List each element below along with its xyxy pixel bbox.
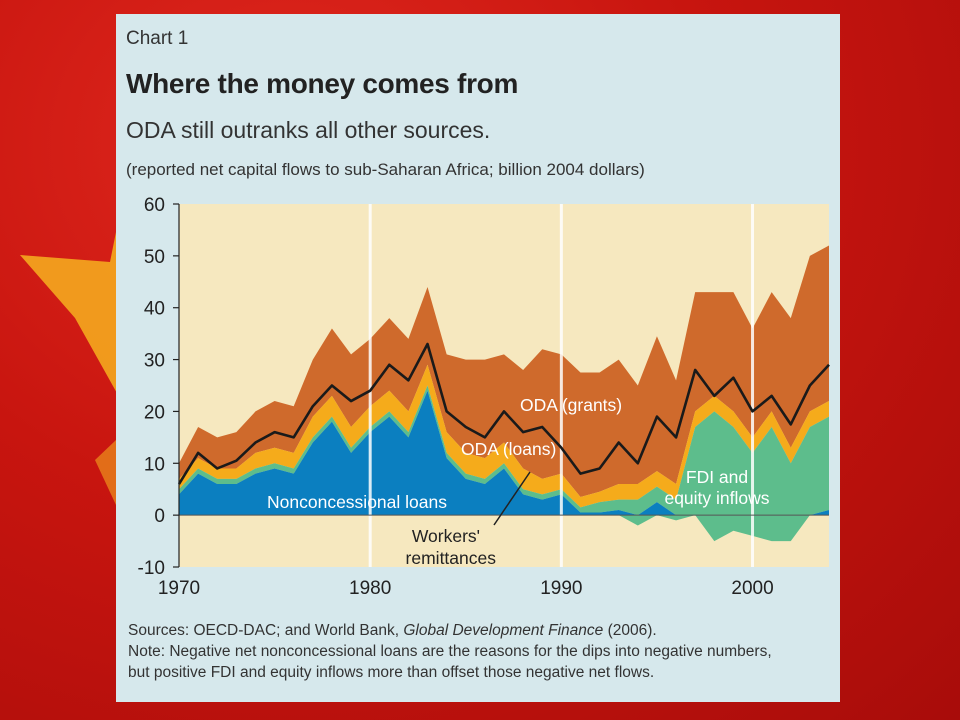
annotation-nonconcessional-loans: Nonconcessional loans <box>267 492 447 512</box>
negative-flows-area <box>179 515 829 542</box>
chart-units: (reported net capital flows to sub-Sahar… <box>126 160 645 179</box>
nonconcessional-area <box>179 390 829 516</box>
fdi-equity-area <box>179 385 829 516</box>
annotation-oda-grants: ODA (grants) <box>520 395 622 415</box>
x-tick-label-1990: 1990 <box>540 578 582 599</box>
annotation-remittances-line1: Workers' <box>412 526 480 546</box>
y-tick-label-30: 30 <box>144 351 165 372</box>
y-tick-label-50: 50 <box>144 247 165 268</box>
y-tick-label--10: -10 <box>138 558 165 579</box>
negative-flows-note: Note: Negative net nonconcessional loans… <box>128 643 772 681</box>
y-tick-label-40: 40 <box>144 299 165 320</box>
chart-title: Where the money comes from <box>126 68 519 99</box>
chart-card: Chart 1 Where the money comes from ODA s… <box>116 14 840 702</box>
x-tick-label-1970: 1970 <box>158 578 200 599</box>
y-tick-label-20: 20 <box>144 402 165 423</box>
chart-number: Chart 1 <box>126 28 189 49</box>
oda-loans-area <box>179 364 829 508</box>
x-tick-label-1980: 1980 <box>349 578 391 599</box>
y-tick-label-0: 0 <box>154 506 165 527</box>
annotation-oda-loans: ODA (loans) <box>461 439 556 459</box>
remittances-pointer <box>493 471 531 526</box>
x-tick-label-2000: 2000 <box>731 578 773 599</box>
chart-subtitle: ODA still outranks all other sources. <box>126 117 491 143</box>
annotation-fdi-line2: equity inflows <box>664 488 769 508</box>
y-tick-label-10: 10 <box>144 454 165 475</box>
sources-note: Sources: OECD-DAC; and World Bank, Globa… <box>128 622 657 639</box>
oda-grants-area <box>179 245 829 497</box>
annotation-remittances-line2: remittances <box>406 548 497 568</box>
remittances-line <box>177 342 830 485</box>
y-tick-label-60: 60 <box>144 195 165 216</box>
annotation-fdi-line1: FDI and <box>686 467 748 487</box>
